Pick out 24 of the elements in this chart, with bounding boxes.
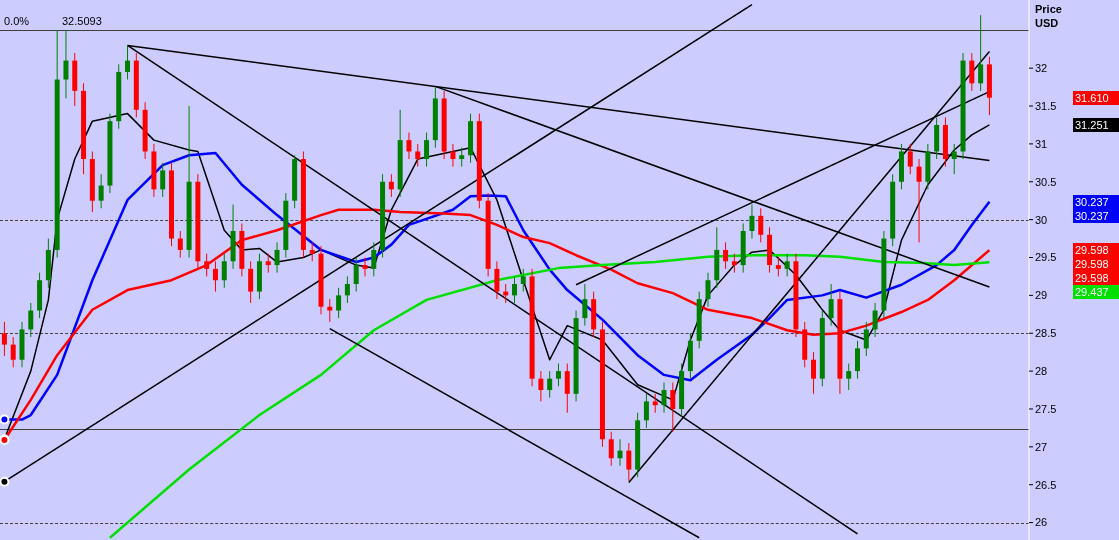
text: 29.598 bbox=[1073, 257, 1119, 272]
y-tick-label: 28 bbox=[1035, 365, 1048, 378]
y-tick-label: 30.5 bbox=[1035, 175, 1057, 188]
y-tick-label: 26.5 bbox=[1035, 478, 1057, 491]
y-tick-label: 27 bbox=[1035, 440, 1048, 453]
y-tick-label: 28.5 bbox=[1035, 327, 1057, 340]
y-tick-label: 29.5 bbox=[1035, 251, 1057, 264]
y-tick-label: 27.5 bbox=[1035, 402, 1057, 415]
y-tick-label: 31.5 bbox=[1035, 99, 1057, 112]
y-tick-label: 30 bbox=[1035, 213, 1048, 226]
y-tick-label: 31 bbox=[1035, 137, 1048, 150]
annotation: 0.0% bbox=[4, 14, 30, 27]
y-tick-label: 29 bbox=[1035, 289, 1048, 302]
text: 31.610 bbox=[1073, 90, 1119, 105]
text: 29.598 bbox=[1073, 271, 1119, 286]
y-tick-label: 32 bbox=[1035, 62, 1048, 75]
text: 29.598 bbox=[1073, 243, 1119, 258]
text: 30.237 bbox=[1073, 208, 1119, 223]
y-tick-label: 26 bbox=[1035, 516, 1048, 529]
text: 30.237 bbox=[1073, 194, 1119, 209]
text: 29.437 bbox=[1073, 285, 1119, 300]
y-axis-title: Price USD bbox=[1035, 2, 1062, 30]
text: 31.251 bbox=[1073, 117, 1119, 132]
annotation: 32.5093 bbox=[62, 14, 102, 27]
